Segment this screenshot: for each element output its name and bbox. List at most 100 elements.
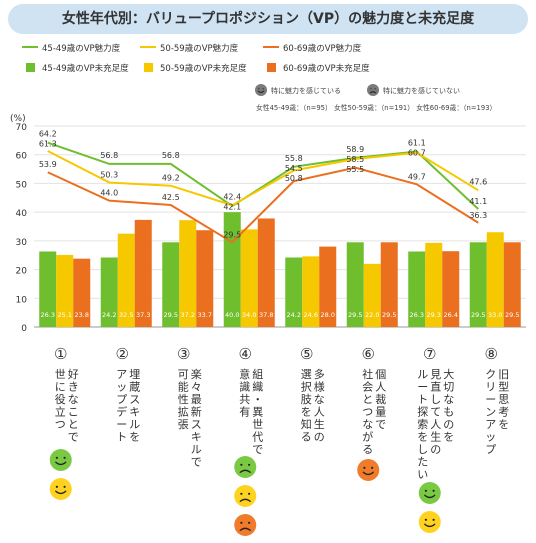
- category-label-char: が: [362, 430, 373, 444]
- legend-bar-swatch: [144, 63, 153, 72]
- y-tick-label: 10: [16, 295, 28, 305]
- category-label-char: ッ: [485, 431, 496, 444]
- category-face-good-icon-eye: [55, 485, 59, 488]
- category-label-char: 旧: [498, 368, 509, 381]
- bar: [469, 242, 487, 327]
- category-label-char: を: [129, 431, 140, 444]
- category-face-bad-icon: [234, 514, 257, 536]
- category-label-char: キ: [191, 431, 202, 444]
- legend-face-bad-icon: [367, 84, 379, 96]
- bar-value-label: 37.2: [181, 311, 195, 319]
- category-label-char: ア: [485, 418, 496, 431]
- line-value-label: 49.2: [162, 174, 180, 183]
- category-label-char: 可: [178, 368, 189, 381]
- category-number: ⑤: [300, 345, 313, 363]
- bar: [162, 242, 180, 327]
- category-face-bad-icon: [234, 485, 257, 507]
- category-face-good-icon-eye: [432, 489, 435, 492]
- category-face-bad-icon-eye: [240, 492, 243, 495]
- category-face-good-icon-eye: [63, 456, 66, 459]
- y-tick-label: 20: [16, 267, 28, 277]
- bar-value-label: 37.8: [259, 311, 273, 319]
- category-label-char: の: [443, 418, 454, 431]
- category-label-char: な: [314, 393, 325, 406]
- line-value-label: 58.9: [346, 145, 364, 154]
- legend-line-label: 50-59歳のVP魅力度: [160, 43, 239, 54]
- line-value-label: 56.8: [100, 151, 118, 160]
- category-label-char: の: [430, 443, 441, 456]
- bar-value-label: 29.5: [348, 311, 362, 319]
- category-face-good-icon: [418, 482, 441, 504]
- bar-value-label: 26.4: [444, 311, 458, 319]
- category-face-bad-icon-eye: [240, 521, 243, 524]
- category-face-good-icon-eye: [63, 485, 66, 488]
- category-number: ④: [239, 345, 252, 363]
- line-value-label: 58.5: [346, 155, 364, 164]
- bar-value-label: 29.5: [164, 311, 178, 319]
- category-label-char: 代: [252, 431, 263, 444]
- bar: [302, 256, 320, 327]
- bar-value-label: 26.3: [410, 311, 424, 319]
- category-label-char: 役: [55, 392, 66, 406]
- category-label-char: 人: [314, 406, 325, 419]
- category-label-char: 楽: [191, 368, 202, 381]
- bar: [285, 257, 303, 327]
- line-value-label: 56.8: [162, 151, 180, 160]
- category-face-good-icon-mouth: [55, 461, 67, 466]
- y-tick-label: 60: [16, 152, 28, 162]
- line-value-label: 41.1: [469, 197, 487, 206]
- y-tick-label: 0: [21, 324, 27, 334]
- line-value-label: 54.5: [285, 164, 303, 173]
- series-line: [47, 166, 479, 244]
- category-label-char: 最: [191, 393, 202, 406]
- category-label-char: こ: [68, 406, 79, 419]
- category-label-char: 織: [252, 381, 263, 394]
- category-label-char: き: [68, 381, 79, 394]
- category-label-char: 考: [498, 406, 509, 419]
- bar-value-label: 33.7: [198, 311, 212, 319]
- bar-value-label: 26.3: [41, 311, 55, 319]
- category-face-good-icon-eye: [424, 518, 427, 521]
- category-label-char: 択: [301, 380, 312, 394]
- category-number: ⑥: [362, 345, 375, 363]
- category-label-char: る: [362, 443, 373, 456]
- category-label-char: を: [498, 418, 509, 431]
- series-line: [47, 141, 479, 210]
- category-label-char: 張: [178, 418, 189, 431]
- bar: [240, 229, 258, 327]
- legend-line-label: 60-69歳のVP魅力度: [283, 43, 362, 54]
- category-label-char: を: [443, 431, 454, 444]
- category-label-char: 世: [252, 418, 263, 431]
- bar-value-label: 28.0: [321, 311, 335, 319]
- bar-value-label: 32.5: [119, 311, 133, 319]
- line-value-label: 42.4: [223, 192, 241, 201]
- y-tick-label: 30: [16, 238, 28, 248]
- category-label-char: ・: [252, 393, 263, 406]
- category-label-char: と: [362, 393, 373, 406]
- category-label-char: 埋: [129, 368, 140, 381]
- category-label-char: を: [417, 431, 428, 444]
- y-axis-label: (%): [10, 114, 26, 124]
- bar: [257, 218, 275, 327]
- category-number: ①: [54, 345, 67, 363]
- category-face-good-icon-eye: [424, 489, 427, 492]
- category-label-char: と: [68, 418, 79, 431]
- category-label-char: ッ: [116, 381, 127, 394]
- category-label-char: 裁: [375, 393, 386, 406]
- legend-bar-label: 45-49歳のVP未充足度: [42, 63, 129, 74]
- category-label-char: 肢: [301, 392, 312, 406]
- line-value-label: 64.2: [39, 130, 57, 139]
- category-face-bad-icon-eye: [248, 521, 251, 524]
- line-value-label: 42.1: [223, 202, 241, 211]
- category-label-char: た: [417, 456, 428, 469]
- category-label-char: 識: [239, 381, 250, 394]
- category-label-char: ス: [129, 393, 140, 406]
- category-label-char: 多: [314, 367, 325, 381]
- category-label-char: ト: [116, 431, 127, 444]
- category-label-char: で: [375, 418, 386, 431]
- line-value-label: 55.5: [346, 165, 364, 174]
- category-label-char: 探: [417, 406, 428, 419]
- bar: [56, 254, 74, 327]
- category-face-good-icon-mouth: [424, 523, 436, 528]
- category-label-char: な: [443, 393, 454, 406]
